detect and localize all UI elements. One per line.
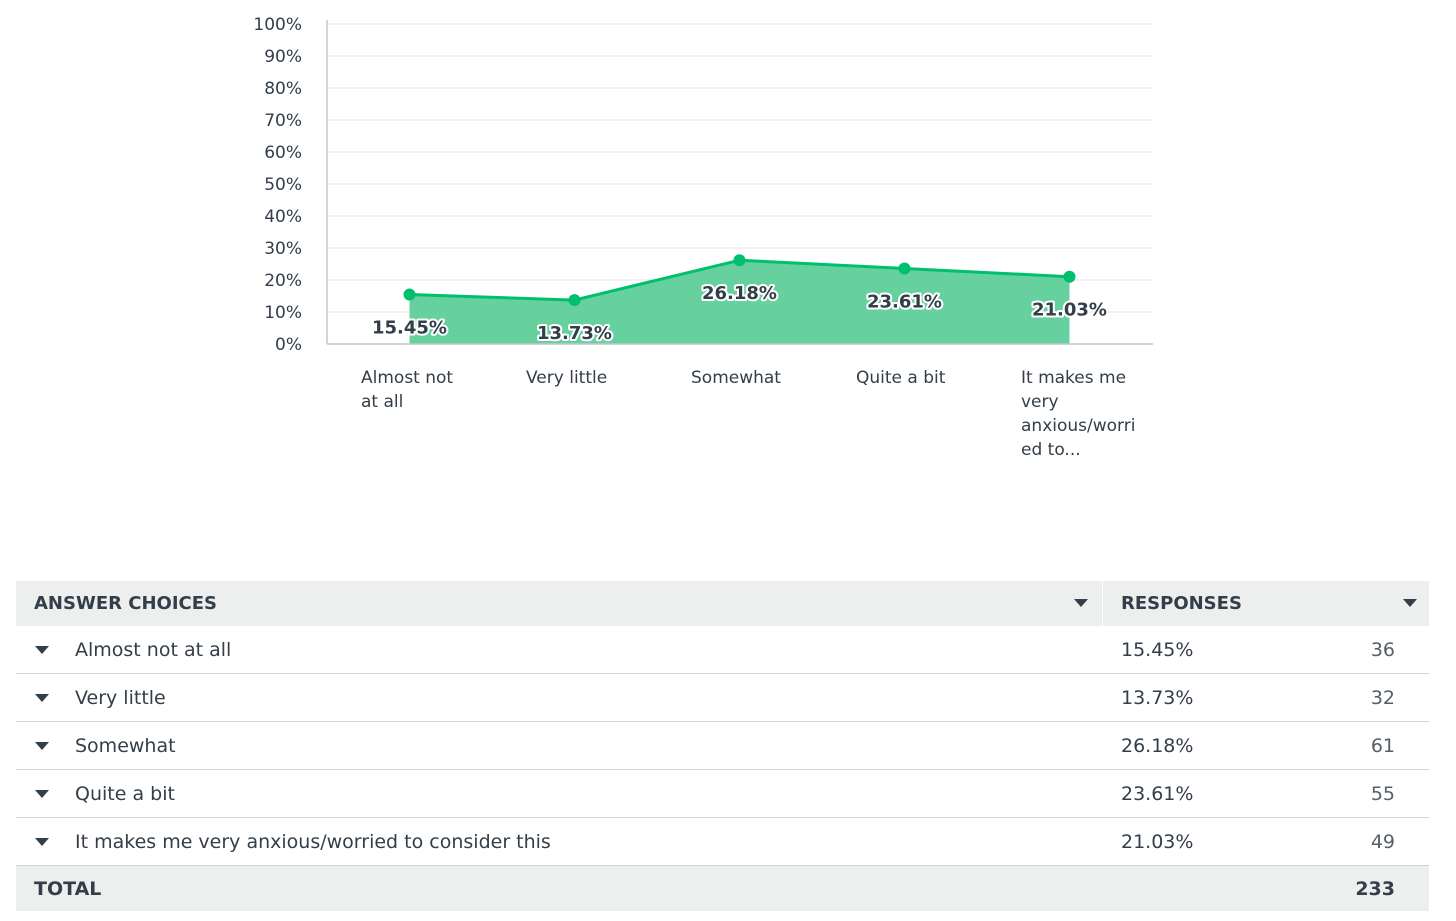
data-label: 13.73% bbox=[537, 323, 612, 344]
total-count: 233 bbox=[1355, 877, 1395, 900]
total-label: TOTAL bbox=[34, 877, 102, 900]
table-row: Almost not at all 15.45% 36 bbox=[16, 626, 1429, 674]
y-tick-label: 0% bbox=[275, 335, 302, 355]
answer-choice-label: Almost not at all bbox=[75, 638, 232, 661]
answer-choice-label: Quite a bit bbox=[75, 782, 175, 805]
y-tick-label: 100% bbox=[253, 15, 302, 35]
data-point bbox=[733, 254, 746, 267]
expand-caret-icon[interactable] bbox=[35, 741, 49, 750]
x-category-label-line: Quite a bit bbox=[856, 368, 946, 388]
response-percent: 23.61% bbox=[1121, 782, 1194, 805]
answer-choices-header-label: ANSWER CHOICES bbox=[34, 593, 217, 614]
responses-table: ANSWER CHOICES RESPONSES Almost not at a… bbox=[16, 581, 1429, 911]
answer-choice-label: It makes me very anxious/worried to cons… bbox=[75, 830, 551, 853]
area-chart: 0% 10% 20% 30% 40% 50% 60% 70% 80% 90% 100% 15.45%… bbox=[253, 15, 1153, 460]
response-count: 49 bbox=[1370, 830, 1395, 853]
area-fill bbox=[409, 260, 1070, 344]
table-footer: TOTAL 233 bbox=[16, 866, 1429, 911]
answer-choice-label: Very little bbox=[75, 686, 166, 709]
y-tick-label: 30% bbox=[264, 239, 302, 259]
answer-choices-header[interactable]: ANSWER CHOICES bbox=[16, 581, 1103, 626]
data-label: 23.61% bbox=[867, 291, 942, 312]
x-category-label-line: at all bbox=[361, 392, 403, 412]
chart-axes bbox=[326, 20, 1153, 345]
response-count: 55 bbox=[1370, 782, 1395, 805]
chart-gridlines bbox=[327, 23, 1153, 313]
response-count: 32 bbox=[1370, 686, 1395, 709]
data-point bbox=[898, 262, 911, 275]
table-row: Very little 13.73% 32 bbox=[16, 674, 1429, 722]
y-tick-label: 50% bbox=[264, 175, 302, 195]
x-axis-categories: Almost not at all Very little Somewhat Quite… bbox=[361, 368, 1135, 460]
y-tick-label: 40% bbox=[264, 207, 302, 227]
answer-choice-cell: It makes me very anxious/worried to cons… bbox=[16, 831, 1103, 853]
x-category-label: Somewhat bbox=[691, 368, 781, 388]
expand-caret-icon[interactable] bbox=[35, 789, 49, 798]
x-category-label: Very little bbox=[526, 368, 607, 388]
sort-caret-icon[interactable] bbox=[1403, 599, 1417, 607]
x-category-label-line: It makes me bbox=[1021, 368, 1126, 388]
sort-caret-icon[interactable] bbox=[1074, 599, 1088, 607]
response-percent: 26.18% bbox=[1121, 734, 1194, 757]
x-category-label: Quite a bit bbox=[856, 368, 946, 388]
expand-caret-icon[interactable] bbox=[35, 693, 49, 702]
y-tick-label: 90% bbox=[264, 47, 302, 67]
data-label: 26.18% bbox=[702, 283, 777, 304]
answer-choice-cell: Very little bbox=[16, 687, 1103, 709]
x-category-label-line: Almost not bbox=[361, 368, 453, 388]
y-axis-ticks: 0% 10% 20% 30% 40% 50% 60% 70% 80% 90% 100% bbox=[253, 15, 302, 355]
data-point bbox=[403, 288, 416, 301]
chart-data-labels: 15.45% 13.73% 26.18% 23.61% 21.03% bbox=[370, 281, 1109, 346]
x-category-label-line: anxious/worri bbox=[1021, 416, 1135, 436]
responses-header[interactable]: RESPONSES bbox=[1103, 581, 1429, 626]
answer-choice-cell: Almost not at all bbox=[16, 639, 1103, 661]
x-category-label-line: ed to... bbox=[1021, 440, 1081, 460]
responses-header-label: RESPONSES bbox=[1121, 593, 1242, 614]
x-category-label: It makes me very anxious/worri ed to... bbox=[1021, 368, 1135, 460]
answer-choice-cell: Somewhat bbox=[16, 735, 1103, 757]
x-category-label-line: Somewhat bbox=[691, 368, 781, 388]
response-count: 61 bbox=[1370, 734, 1395, 757]
data-point bbox=[568, 294, 581, 307]
expand-caret-icon[interactable] bbox=[35, 837, 49, 846]
y-tick-label: 70% bbox=[264, 111, 302, 131]
x-category-label-line: very bbox=[1021, 392, 1059, 412]
y-tick-label: 10% bbox=[264, 303, 302, 323]
response-count: 36 bbox=[1370, 638, 1395, 661]
answer-choice-label: Somewhat bbox=[75, 734, 176, 757]
table-row: Quite a bit 23.61% 55 bbox=[16, 770, 1429, 818]
table-header: ANSWER CHOICES RESPONSES bbox=[16, 581, 1429, 626]
chart-points bbox=[403, 254, 1076, 307]
answer-choice-cell: Quite a bit bbox=[16, 783, 1103, 805]
data-label: 21.03% bbox=[1032, 300, 1107, 321]
expand-caret-icon[interactable] bbox=[35, 645, 49, 654]
y-tick-label: 80% bbox=[264, 79, 302, 99]
y-tick-label: 20% bbox=[264, 271, 302, 291]
data-label: 15.45% bbox=[372, 318, 447, 339]
response-percent: 15.45% bbox=[1121, 638, 1194, 661]
x-category-label: Almost not at all bbox=[361, 368, 453, 412]
y-tick-label: 60% bbox=[264, 143, 302, 163]
response-percent: 21.03% bbox=[1121, 830, 1194, 853]
table-row: Somewhat 26.18% 61 bbox=[16, 722, 1429, 770]
x-category-label-line: Very little bbox=[526, 368, 607, 388]
data-point bbox=[1063, 270, 1076, 283]
response-percent: 13.73% bbox=[1121, 686, 1194, 709]
table-row: It makes me very anxious/worried to cons… bbox=[16, 818, 1429, 866]
